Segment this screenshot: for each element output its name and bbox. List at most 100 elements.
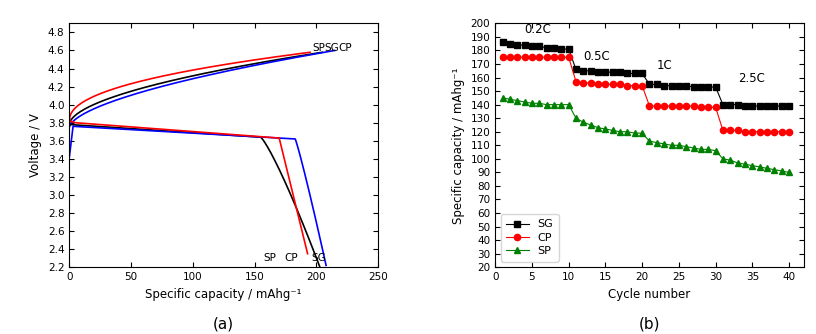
SG <box>557 47 566 51</box>
SG <box>586 69 596 73</box>
SG <box>784 104 794 108</box>
SG <box>762 104 772 108</box>
CP <box>579 81 588 85</box>
Text: 2.5C: 2.5C <box>738 71 765 85</box>
CP <box>645 104 654 108</box>
Text: (a): (a) <box>213 316 234 331</box>
SG <box>667 84 676 88</box>
SG <box>755 104 765 108</box>
Text: SG: SG <box>325 43 339 53</box>
CP <box>659 104 669 108</box>
CP <box>718 128 728 132</box>
CP <box>762 130 772 134</box>
CP <box>652 104 662 108</box>
SG <box>674 84 684 88</box>
SP <box>534 101 544 105</box>
CP <box>784 130 794 134</box>
SP <box>637 131 647 135</box>
SP <box>733 161 743 165</box>
Line: SG: SG <box>499 39 792 109</box>
SP <box>725 158 735 162</box>
CP <box>512 55 522 59</box>
SG <box>608 70 618 74</box>
SG <box>718 103 728 107</box>
Text: 1C: 1C <box>657 59 672 72</box>
SG <box>733 103 743 107</box>
CP <box>608 82 618 86</box>
Y-axis label: Voltage / V: Voltage / V <box>29 113 42 177</box>
CP <box>696 105 706 109</box>
CP <box>549 55 559 59</box>
CP <box>586 81 596 85</box>
CP <box>711 105 721 109</box>
SG <box>645 82 654 86</box>
CP <box>557 55 566 59</box>
SP <box>615 130 625 134</box>
CP <box>769 130 779 134</box>
Text: CP: CP <box>339 43 352 53</box>
SP <box>747 164 757 168</box>
SG <box>652 82 662 86</box>
SP <box>777 169 787 173</box>
SP <box>711 149 721 153</box>
SP <box>586 123 596 127</box>
SG <box>703 85 713 89</box>
X-axis label: Cycle number: Cycle number <box>609 288 690 301</box>
SG <box>615 70 625 74</box>
SP <box>520 100 530 104</box>
SG <box>512 43 522 47</box>
SP <box>681 145 691 149</box>
SP <box>593 126 603 130</box>
CP <box>505 55 515 59</box>
CP <box>623 84 632 88</box>
SP <box>601 127 610 131</box>
SP <box>703 147 713 151</box>
Y-axis label: Specific capacity / mAhg⁻¹: Specific capacity / mAhg⁻¹ <box>452 67 465 223</box>
CP <box>542 55 552 59</box>
Text: SG: SG <box>311 253 326 263</box>
SG <box>601 70 610 74</box>
SG <box>520 43 530 47</box>
CP <box>740 130 750 134</box>
CP <box>777 130 787 134</box>
SP <box>769 168 779 172</box>
CP <box>615 82 625 86</box>
SG <box>689 85 698 89</box>
SG <box>637 71 647 75</box>
CP <box>527 55 537 59</box>
SG <box>711 85 721 89</box>
SG <box>725 103 735 107</box>
CP <box>755 130 765 134</box>
CP <box>725 128 735 132</box>
SG <box>623 71 632 75</box>
SP <box>630 131 640 135</box>
SP <box>527 101 537 105</box>
SP <box>557 103 566 107</box>
CP <box>689 104 698 108</box>
CP <box>601 82 610 86</box>
SP <box>579 120 588 124</box>
SG <box>769 104 779 108</box>
CP <box>571 79 581 84</box>
CP <box>667 104 676 108</box>
CP <box>681 104 691 108</box>
CP <box>674 104 684 108</box>
SP <box>505 97 515 101</box>
CP <box>747 130 757 134</box>
SP <box>659 142 669 146</box>
SG <box>777 104 787 108</box>
CP <box>534 55 544 59</box>
CP <box>520 55 530 59</box>
Text: SP: SP <box>263 253 276 263</box>
SP <box>740 162 750 166</box>
SG <box>659 84 669 88</box>
SG <box>740 104 750 108</box>
CP <box>498 55 508 59</box>
SG <box>681 84 691 88</box>
SG <box>527 44 537 48</box>
CP <box>564 55 574 59</box>
SG <box>747 104 757 108</box>
Text: 0.5C: 0.5C <box>583 50 610 63</box>
SP <box>571 116 581 120</box>
SG <box>498 40 508 44</box>
